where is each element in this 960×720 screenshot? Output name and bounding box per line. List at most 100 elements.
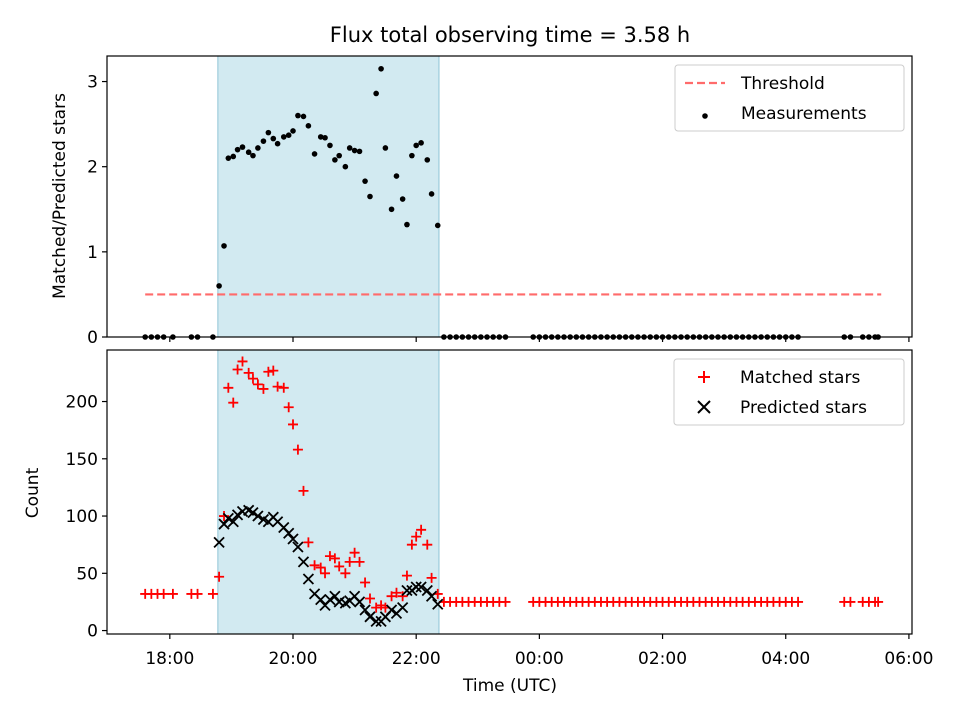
x-tick-label: 04:00 <box>761 649 810 669</box>
y-tick-label: 100 <box>66 507 98 527</box>
data-point <box>426 572 437 583</box>
data-point <box>364 593 375 604</box>
data-point <box>411 531 422 542</box>
data-point <box>272 381 283 392</box>
data-point <box>404 221 410 228</box>
legend-box <box>673 358 905 426</box>
data-point <box>167 588 178 599</box>
data-point <box>247 373 258 384</box>
data-point <box>228 397 239 408</box>
legend-box <box>674 64 905 132</box>
data-point <box>329 553 340 564</box>
data-point <box>315 562 326 573</box>
data-point <box>353 596 366 608</box>
data-point <box>391 587 402 598</box>
x-tick-label: 02:00 <box>638 649 687 669</box>
data-point <box>409 152 415 159</box>
data-point <box>434 222 441 229</box>
series-predicted-stars <box>213 504 444 628</box>
data-point <box>324 594 336 606</box>
data-point <box>287 533 299 545</box>
data-point <box>334 561 345 572</box>
data-point <box>300 113 307 120</box>
x-tick-label: 20:00 <box>269 649 318 669</box>
data-point <box>397 591 408 602</box>
data-point <box>303 537 314 548</box>
data-point <box>371 602 382 613</box>
data-point <box>213 536 225 549</box>
data-point <box>382 145 389 151</box>
data-point <box>243 367 254 378</box>
legend-matched-marker <box>698 371 710 383</box>
y-tick-label: 50 <box>76 564 98 584</box>
data-point <box>298 485 309 496</box>
data-point <box>324 551 335 562</box>
x-tick-label: 18:00 <box>145 649 194 669</box>
data-point <box>225 155 232 161</box>
data-point <box>344 556 355 567</box>
data-point <box>311 151 318 157</box>
data-point <box>192 588 203 599</box>
data-point <box>351 147 358 154</box>
data-point <box>399 196 406 202</box>
data-point <box>247 506 259 519</box>
data-point <box>360 577 371 588</box>
data-point <box>207 588 218 599</box>
axes-frame <box>106 55 913 338</box>
data-point <box>370 615 382 628</box>
data-point <box>362 178 368 184</box>
data-point <box>845 596 856 607</box>
data-point <box>401 570 412 581</box>
data-point <box>322 134 328 141</box>
data-point <box>393 173 400 179</box>
data-point <box>305 123 312 129</box>
count-y-axis-label: Count <box>23 467 43 518</box>
data-point <box>424 157 431 163</box>
data-point <box>216 283 222 289</box>
data-point <box>354 556 365 567</box>
data-point <box>263 366 274 377</box>
data-point <box>342 163 349 170</box>
data-point <box>260 138 267 144</box>
data-point <box>297 556 310 568</box>
y-tick-label: 0 <box>87 328 98 348</box>
data-point <box>413 142 419 149</box>
axes-frame <box>106 349 913 635</box>
data-point <box>302 573 315 585</box>
data-point <box>432 598 444 610</box>
data-point <box>280 134 287 140</box>
data-point <box>422 539 433 550</box>
data-point <box>274 140 281 147</box>
data-point <box>385 604 398 616</box>
data-point <box>295 112 301 119</box>
data-point <box>406 539 417 550</box>
data-point <box>317 134 324 140</box>
data-point <box>230 153 237 160</box>
x-tick-label: 00:00 <box>515 649 564 669</box>
data-point <box>250 152 256 159</box>
data-point <box>252 379 263 390</box>
x-axis-label: Time (UTC) <box>462 676 557 696</box>
count-axes: Count Time (UTC) 0 50 100 150 200 18:00 20:00 2… <box>23 349 933 696</box>
data-point <box>234 146 241 153</box>
data-point <box>416 524 427 535</box>
data-point <box>283 402 294 413</box>
x-tick-label: 06:00 <box>884 649 933 669</box>
data-point <box>425 590 438 602</box>
data-point <box>873 596 884 607</box>
data-point <box>373 90 379 97</box>
y-tick-label: 150 <box>66 450 98 470</box>
data-point <box>288 419 299 430</box>
data-point <box>428 191 435 197</box>
legend-measurements-marker <box>702 113 708 119</box>
data-point <box>367 193 373 200</box>
data-point <box>336 152 342 159</box>
data-point <box>415 581 427 593</box>
legend-label: Matched stars <box>740 368 860 388</box>
legend: Matched stars Predicted stars <box>673 358 905 426</box>
data-point <box>793 596 804 607</box>
data-point <box>500 596 511 607</box>
y-tick-label: 2 <box>87 158 98 178</box>
data-point <box>329 590 341 602</box>
